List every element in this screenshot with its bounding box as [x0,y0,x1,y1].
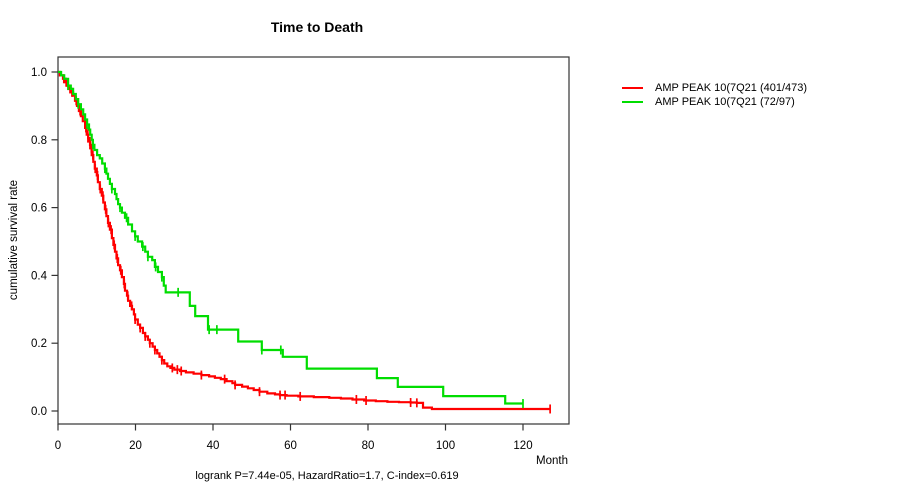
x-tick-label: 60 [284,440,297,452]
survival-curve-group1 [58,70,551,411]
x-tick-label: 80 [362,440,375,452]
x-tick-label: 40 [207,440,220,452]
y-tick-label: 0.2 [31,338,47,350]
y-tick-label: 0.4 [31,270,48,282]
legend-item-group2: AMP PEAK 10(7Q21 (72/97) [622,95,807,109]
legend-item-group1: AMP PEAK 10(7Q21 (401/473) [622,81,807,95]
legend-label-group2: AMP PEAK 10(7Q21 (72/97) [655,96,795,108]
x-tick-label: 120 [513,440,532,452]
plot-border [57,56,570,425]
stats-annotation: logrank P=7.44e-05, HazardRatio=1.7, C-i… [195,470,459,482]
chart-title: Time to Death [270,19,364,35]
x-tick-label: 0 [55,440,61,452]
y-tick-label: 1.0 [31,67,47,79]
y-tick-label: 0.6 [31,203,47,215]
legend-line-green-icon [622,101,643,103]
legend-line-red-icon [622,87,643,89]
x-axis-title: Month [536,455,568,467]
x-tick-label: 20 [129,440,142,452]
x-tick-label: 100 [436,440,455,452]
y-tick-label: 0.0 [31,406,47,418]
survival-curve-group2 [58,70,523,405]
legend-label-group1: AMP PEAK 10(7Q21 (401/473) [655,82,808,94]
legend: AMP PEAK 10(7Q21 (401/473) AMP PEAK 10(7… [622,81,807,109]
y-tick-label: 0.8 [31,135,47,147]
